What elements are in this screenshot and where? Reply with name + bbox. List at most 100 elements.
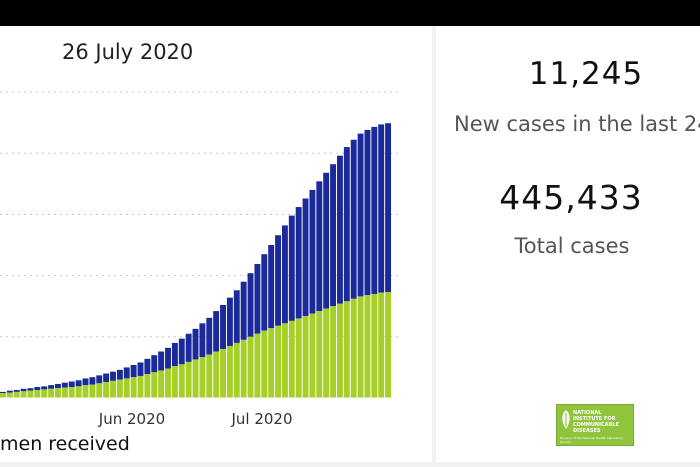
bar-segment-lower xyxy=(247,336,254,398)
bar-segment-lower xyxy=(34,390,41,398)
bar-segment-lower xyxy=(233,342,240,398)
bar-segment-lower xyxy=(364,295,371,398)
bar-segment-lower xyxy=(110,380,116,398)
bar-segment-lower xyxy=(96,383,103,398)
bar-segment-upper xyxy=(233,290,240,343)
bar-segment-upper xyxy=(144,358,151,375)
bar-segment-upper xyxy=(378,124,385,293)
bar-segment-upper xyxy=(34,386,41,391)
bar-segment-lower xyxy=(288,320,295,398)
bar-segment-upper xyxy=(6,390,13,393)
stats-panel: 11,245 New cases in the last 24 445,433 … xyxy=(436,26,700,462)
bar-segment-upper xyxy=(123,367,130,379)
bar-segment-upper xyxy=(158,351,165,371)
bar-segment-lower xyxy=(75,386,82,398)
x-tick-label: Jul 2020 xyxy=(230,410,292,428)
bar-segment-upper xyxy=(82,378,89,386)
bar-segment-lower xyxy=(330,306,337,398)
bar-segment-lower xyxy=(199,356,206,398)
bar-segment-lower xyxy=(89,384,96,398)
bar-segment-upper xyxy=(213,311,220,352)
bar-segment-upper xyxy=(192,328,199,360)
bar-segment-upper xyxy=(247,273,254,337)
nicd-leaf-icon xyxy=(562,410,570,429)
bar-segment-lower xyxy=(6,392,13,398)
bar-segment-lower xyxy=(171,366,178,398)
bar-segment-upper xyxy=(171,342,178,367)
bar-segment-upper xyxy=(137,362,144,376)
bar-segment-lower xyxy=(261,330,268,398)
bar-segment-upper xyxy=(55,383,61,389)
x-tick-label: Jun 2020 xyxy=(98,410,165,428)
bar-segment-lower xyxy=(385,292,392,398)
bar-segment-lower xyxy=(116,379,123,398)
bar-segment-upper xyxy=(281,225,288,324)
bar-segment-lower xyxy=(316,311,323,398)
bar-segment-upper xyxy=(20,388,27,392)
bar-segment-lower xyxy=(213,351,220,398)
bar-segment-upper xyxy=(330,164,337,307)
bar-segment-lower xyxy=(68,386,75,398)
bar-segment-lower xyxy=(350,298,357,398)
bar-segment-upper xyxy=(261,254,268,331)
logo-title: NATIONAL INSTITUTE FOR COMMUNICABLE DISE… xyxy=(573,410,619,434)
bar-segment-upper xyxy=(48,385,55,389)
bar-segment-upper xyxy=(323,172,330,309)
bar-segment-upper xyxy=(130,364,137,378)
bar-segment-upper xyxy=(220,304,226,350)
new-cases-value: 11,245 xyxy=(528,56,644,92)
cumulative-cases-chart: Jun 2020 Jul 2020 xyxy=(0,91,400,428)
bar-segment-upper xyxy=(13,390,20,392)
bar-segment-lower xyxy=(27,390,34,398)
bar-segment-lower xyxy=(254,333,261,398)
bar-segment-lower xyxy=(192,359,199,398)
bar-segment-lower xyxy=(371,293,378,398)
bar-segment-upper xyxy=(151,355,158,373)
bar-segment-upper xyxy=(41,386,48,390)
bar-segment-upper xyxy=(103,373,110,383)
bar-segment-lower xyxy=(82,385,89,398)
bar-segment-upper xyxy=(185,333,192,362)
bar-segment-lower xyxy=(130,377,137,398)
logo-subtitle: Division of the National Health Laborato… xyxy=(560,436,624,444)
bar-segment-lower xyxy=(226,345,233,398)
bar-segment-lower xyxy=(61,387,68,398)
bar-segment-lower xyxy=(206,354,213,398)
bar-segment-lower xyxy=(323,308,330,398)
bar-segment-upper xyxy=(295,207,302,319)
chart-panel: 26 July 2020 Jun 2020 Jul 2020 men receiv… xyxy=(0,26,432,462)
bar-segment-lower xyxy=(357,296,364,398)
total-cases-label: Total cases xyxy=(514,234,630,258)
bar-segment-upper xyxy=(316,181,323,312)
bar-segment-upper xyxy=(336,155,343,304)
bar-segment-lower xyxy=(268,328,275,398)
bar-segment-upper xyxy=(309,189,316,314)
bar-segment-lower xyxy=(302,315,309,398)
bar-segment-lower xyxy=(178,364,185,398)
top-bar xyxy=(0,0,700,26)
bar-segment-upper xyxy=(206,317,213,355)
bar-segment-upper xyxy=(385,123,392,293)
bar-segment-upper xyxy=(302,198,309,316)
chart-title: 26 July 2020 xyxy=(62,40,194,64)
bar-segment-upper xyxy=(199,323,206,357)
bar-segment-upper xyxy=(371,126,378,294)
bar-segment-upper xyxy=(165,347,171,369)
bar-segment-upper xyxy=(75,380,82,387)
bar-segment-upper xyxy=(68,381,75,387)
bar-segment-lower xyxy=(220,349,226,398)
bar-segment-lower xyxy=(137,375,144,398)
bar-segment-lower xyxy=(240,339,247,398)
bar-segment-upper xyxy=(178,338,185,365)
bar-segment-upper xyxy=(254,263,261,334)
bar-segment-lower xyxy=(378,292,385,398)
bar-segment-upper xyxy=(240,281,247,340)
bar-segment-lower xyxy=(336,303,343,398)
bar-segment-lower xyxy=(151,372,158,398)
bar-segment-lower xyxy=(20,391,27,398)
legend-label: men received xyxy=(0,433,130,455)
bar-segment-upper xyxy=(89,377,96,385)
bar-segment-lower xyxy=(185,361,192,398)
bar-segment-upper xyxy=(268,245,275,329)
bar-segment-lower xyxy=(41,389,48,398)
